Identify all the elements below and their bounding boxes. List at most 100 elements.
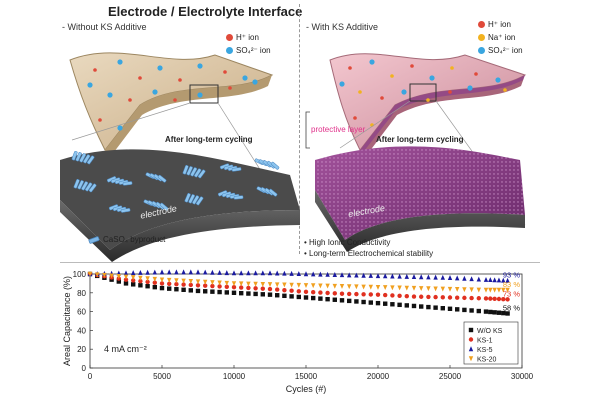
- data-point: [138, 269, 143, 275]
- data-point: [116, 279, 121, 284]
- crystal-icon: [88, 235, 100, 244]
- data-point: [325, 283, 330, 289]
- data-point: [217, 289, 222, 295]
- data-point: [476, 287, 481, 293]
- data-point: [246, 270, 251, 276]
- data-point: [289, 282, 294, 288]
- data-point: [210, 289, 215, 294]
- ion-dot: [348, 66, 352, 70]
- data-point: [289, 294, 294, 299]
- data-point: [275, 293, 280, 298]
- data-point: [282, 270, 287, 276]
- left-zoom-line: [71, 102, 191, 141]
- data-point: [488, 277, 493, 283]
- casO4-crystal: [88, 183, 97, 193]
- data-point: [325, 296, 330, 302]
- right-cycling-label: After long-term cycling: [376, 135, 464, 144]
- data-point: [433, 294, 438, 300]
- end-value-label: 93 %: [503, 271, 520, 280]
- data-point: [174, 269, 179, 275]
- data-point: [347, 284, 352, 290]
- data-point: [368, 292, 373, 297]
- data-point: [303, 271, 309, 277]
- ion-dot: [117, 125, 123, 131]
- data-point: [311, 290, 316, 295]
- data-point: [447, 275, 453, 280]
- data-point: [462, 307, 467, 313]
- y-tick-label: 20: [77, 345, 86, 354]
- data-point: [325, 290, 330, 296]
- data-point: [224, 284, 229, 289]
- interface-illustration: [60, 52, 527, 262]
- casO4-crystal: [190, 167, 198, 177]
- data-point: [167, 277, 172, 283]
- data-point: [469, 276, 474, 282]
- na-ion-marker-icon: [478, 34, 485, 41]
- data-point: [483, 276, 489, 282]
- data-point: [203, 283, 208, 288]
- ion-dot: [358, 90, 362, 94]
- data-point: [224, 290, 229, 295]
- data-point: [152, 269, 157, 275]
- data-point: [462, 295, 467, 301]
- data-point: [375, 300, 381, 306]
- right-electrolyte-sheet: [329, 53, 527, 160]
- data-point: [347, 272, 352, 278]
- ion-dot: [467, 85, 473, 91]
- data-point: [231, 284, 237, 290]
- data-point: [167, 286, 172, 291]
- data-point: [267, 292, 273, 297]
- y-tick-label: 80: [77, 289, 86, 298]
- data-point: [296, 294, 301, 300]
- data-point: [210, 280, 215, 285]
- data-point: [383, 285, 388, 291]
- data-point: [318, 271, 323, 277]
- h-ion-marker-icon: [226, 34, 233, 41]
- data-point: [267, 270, 273, 276]
- data-point: [318, 290, 323, 295]
- data-point: [174, 281, 179, 287]
- y-tick-label: 0: [82, 364, 87, 373]
- data-point: [181, 269, 186, 275]
- data-point: [361, 272, 366, 278]
- right-panel-label: - With KS Additive: [306, 22, 379, 32]
- data-point: [203, 289, 208, 294]
- data-point: [145, 284, 150, 289]
- data-point: [152, 276, 157, 282]
- data-point: [488, 309, 493, 315]
- casO4-crystal: [188, 194, 195, 204]
- ion-dot: [495, 77, 501, 83]
- ion-dot: [429, 75, 435, 81]
- casO4-crystal: [182, 165, 189, 175]
- data-point: [476, 276, 481, 282]
- x-axis-label: Cycles (#): [286, 384, 327, 394]
- data-point: [318, 283, 323, 289]
- data-point: [440, 295, 445, 300]
- data-point: [505, 311, 510, 316]
- ion-dot: [228, 86, 232, 90]
- ion-dot: [353, 116, 357, 120]
- data-point: [318, 296, 323, 301]
- right-electrode: [315, 146, 525, 252]
- data-point: [210, 283, 215, 289]
- data-point: [469, 287, 474, 293]
- data-point: [303, 289, 309, 295]
- data-point: [311, 271, 316, 277]
- data-point: [447, 286, 453, 292]
- data-point: [383, 301, 388, 306]
- ion-dot: [369, 59, 375, 65]
- data-point: [496, 287, 502, 293]
- data-point: [188, 288, 193, 293]
- data-point: [239, 270, 244, 276]
- data-point: [116, 274, 121, 279]
- data-point: [303, 283, 309, 288]
- legend-label: KS-1: [477, 337, 493, 344]
- casO4-crystal: [194, 168, 202, 178]
- data-point: [483, 287, 489, 293]
- data-point: [159, 269, 165, 275]
- ion-dot: [173, 98, 177, 102]
- data-point: [246, 291, 251, 296]
- data-point: [231, 270, 237, 276]
- ion-dot: [178, 78, 182, 82]
- data-point: [447, 306, 453, 311]
